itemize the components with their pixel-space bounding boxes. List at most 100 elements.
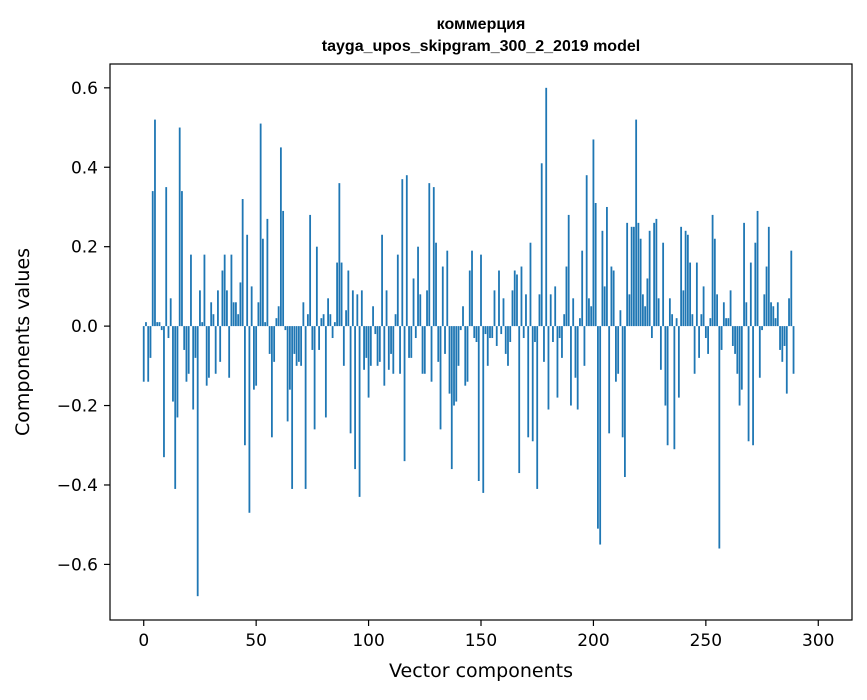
bar-57 xyxy=(270,326,273,438)
bar-238 xyxy=(677,326,680,398)
bar-266 xyxy=(740,326,743,390)
bar-277 xyxy=(765,266,768,327)
bar-117 xyxy=(405,175,408,327)
bar-139 xyxy=(455,326,458,402)
bar-38 xyxy=(228,326,231,378)
bar-182 xyxy=(552,326,554,342)
bar-49 xyxy=(253,326,255,390)
bar-263 xyxy=(734,326,736,354)
bar-63 xyxy=(284,326,287,331)
bar-268 xyxy=(745,302,748,327)
y-tick-label: −0.6 xyxy=(57,555,98,575)
bar-142 xyxy=(462,306,464,327)
bar-81 xyxy=(324,326,327,418)
bar-130 xyxy=(435,242,437,327)
bar-200 xyxy=(592,139,595,327)
bar-220 xyxy=(637,222,640,327)
bar-203 xyxy=(599,326,602,545)
bar-213 xyxy=(621,326,624,438)
bar-168 xyxy=(520,266,523,327)
bar-148 xyxy=(475,326,478,342)
bar-39 xyxy=(230,254,233,327)
bar-274 xyxy=(758,326,761,378)
bar-50 xyxy=(255,326,258,386)
bar-118 xyxy=(408,326,410,358)
bar-287 xyxy=(788,298,790,327)
bar-179 xyxy=(545,87,548,327)
bar-12 xyxy=(169,298,172,327)
bar-279 xyxy=(770,302,772,327)
bar-265 xyxy=(738,326,741,406)
bar-58 xyxy=(273,326,276,362)
bar-227 xyxy=(653,222,656,327)
bar-170 xyxy=(525,294,527,327)
bar-270 xyxy=(749,262,752,327)
x-tick-label: 250 xyxy=(690,631,722,651)
bar-28 xyxy=(205,326,208,386)
bar-218 xyxy=(633,226,635,327)
bar-253 xyxy=(711,214,714,327)
bar-185 xyxy=(558,326,561,339)
bar-66 xyxy=(291,326,294,489)
bar-215 xyxy=(626,222,629,327)
bar-74 xyxy=(309,214,312,327)
bar-121 xyxy=(414,326,417,339)
bar-60 xyxy=(277,306,280,327)
bar-41 xyxy=(235,302,237,327)
bar-204 xyxy=(601,230,604,327)
bar-21 xyxy=(190,254,192,327)
bar-65 xyxy=(288,326,291,390)
bar-143 xyxy=(464,326,467,386)
bar-226 xyxy=(650,326,653,339)
bar-173 xyxy=(531,326,534,442)
bar-77 xyxy=(315,246,318,327)
bar-1 xyxy=(145,322,147,327)
bar-35 xyxy=(221,270,224,327)
bar-286 xyxy=(785,326,788,394)
bar-261 xyxy=(729,290,732,327)
bar-258 xyxy=(722,302,725,327)
bar-158 xyxy=(498,270,500,327)
bar-69 xyxy=(297,326,300,362)
bar-86 xyxy=(336,262,338,327)
bar-116 xyxy=(403,326,406,462)
bar-46 xyxy=(246,234,249,327)
bar-120 xyxy=(412,278,415,327)
bar-195 xyxy=(581,250,584,327)
bar-53 xyxy=(262,238,264,327)
bar-243 xyxy=(689,262,692,327)
bar-113 xyxy=(396,254,399,327)
bar-112 xyxy=(394,314,397,327)
bar-210 xyxy=(615,326,617,382)
bar-190 xyxy=(570,326,572,406)
bar-144 xyxy=(466,326,469,382)
bar-73 xyxy=(306,314,309,327)
chart-title-line1: коммерция xyxy=(437,16,526,33)
bars-group xyxy=(142,87,795,597)
bar-64 xyxy=(286,326,289,422)
bar-149 xyxy=(477,326,480,481)
bar-212 xyxy=(619,310,622,327)
bar-234 xyxy=(668,298,671,327)
bar-13 xyxy=(172,326,174,402)
bar-282 xyxy=(776,302,779,327)
y-axis-label: Components values xyxy=(12,248,34,436)
bar-104 xyxy=(376,326,379,366)
bar-34 xyxy=(219,326,222,362)
y-tick-label: −0.4 xyxy=(57,476,98,496)
bar-165 xyxy=(513,270,516,327)
bar-229 xyxy=(657,298,660,327)
bar-163 xyxy=(509,326,512,342)
bar-83 xyxy=(329,314,332,327)
bar-181 xyxy=(549,294,552,327)
bar-115 xyxy=(401,179,404,327)
bar-209 xyxy=(612,270,615,327)
bar-68 xyxy=(295,326,298,366)
axis-ticks-group: 0 50 100 150 200 250 300 −0.6 −0.4 −0.2 0.0 0.2 0.4 0… xyxy=(57,79,835,651)
bar-225 xyxy=(648,230,651,327)
chart-title-line2: tayga_upos_skipgram_300_2_2019 model xyxy=(322,38,640,55)
bar-125 xyxy=(423,326,426,374)
bar-36 xyxy=(223,254,226,327)
bar-2 xyxy=(147,326,150,382)
bar-123 xyxy=(419,294,422,327)
